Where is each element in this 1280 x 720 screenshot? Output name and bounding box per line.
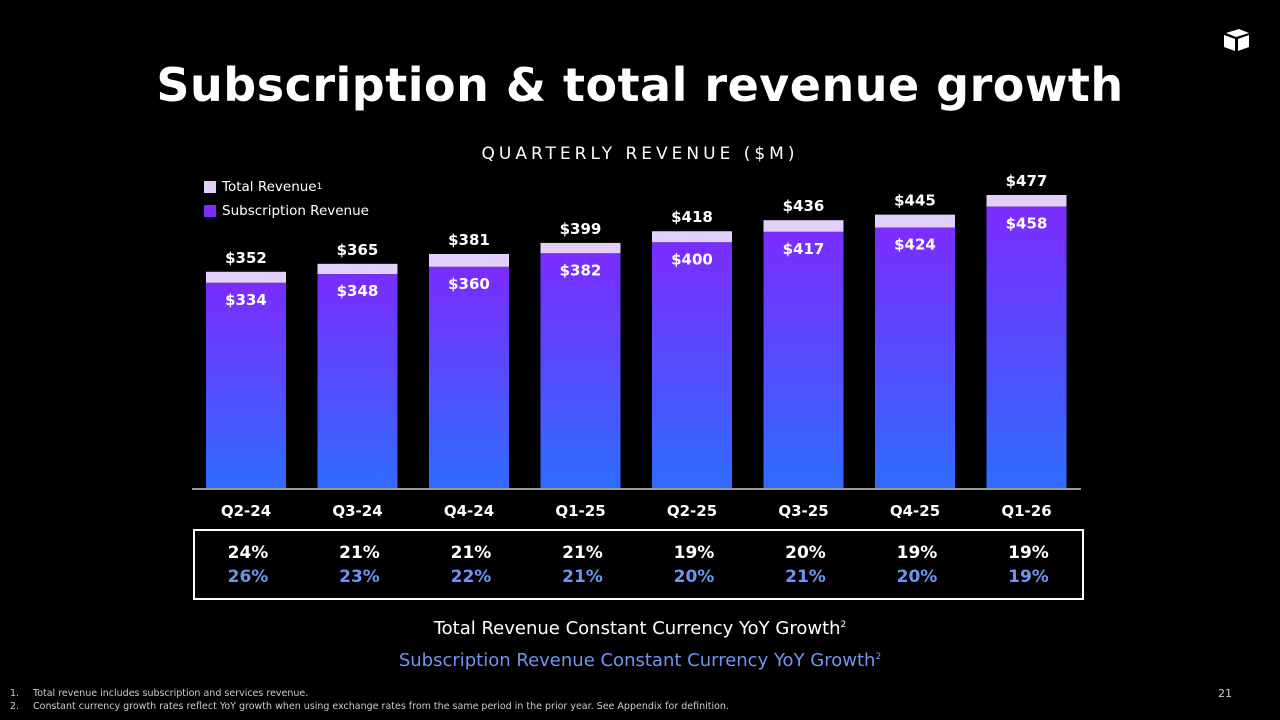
- footnote-2: 2. Constant currency growth rates reflect…: [10, 700, 729, 713]
- x-tick-label: Q2-24: [221, 502, 271, 520]
- total-revenue-bar: [875, 214, 955, 228]
- total-growth-value: 21%: [450, 543, 492, 563]
- legend-item-subscription: Subscription Revenue: [204, 199, 369, 223]
- footnote-2-number: 2.: [10, 701, 20, 712]
- page-title: Subscription & total revenue growth: [156, 58, 1124, 112]
- total-growth-value: 21%: [562, 543, 603, 563]
- subscription-revenue-bar: [206, 282, 286, 488]
- subscription-growth-value: 22%: [450, 567, 492, 587]
- footnote-1-text: Total revenue includes subscription and …: [33, 688, 309, 699]
- subscription-revenue-bar: [875, 227, 955, 489]
- subscription-growth-value: 21%: [785, 567, 826, 587]
- subscription-growth-value: 20%: [896, 567, 938, 587]
- growth-column: 24% 26%: [208, 541, 288, 589]
- subscription-revenue-label: $400: [671, 250, 713, 268]
- total-revenue-bar: [763, 220, 844, 232]
- total-revenue-label: $381: [448, 231, 490, 249]
- total-growth-value: 24%: [227, 543, 269, 563]
- growth-column: 21% 23%: [320, 541, 400, 589]
- total-revenue-bar: [206, 271, 286, 283]
- total-growth-value: 19%: [1008, 543, 1049, 563]
- x-tick-label: Q4-24: [444, 502, 494, 520]
- revenue-bar-chart: $352 $334 Q2-24 $365 $348 Q3-24 $381 $360 Q4-24 $…: [192, 172, 1081, 520]
- subscription-growth-value: 20%: [673, 567, 715, 587]
- total-revenue-label: $477: [1006, 172, 1048, 190]
- subscription-revenue-label: $334: [225, 291, 267, 309]
- subscription-revenue-label: $382: [560, 261, 602, 279]
- page-number: 21: [1218, 687, 1232, 700]
- subscription-revenue-bar: [652, 242, 732, 488]
- footnote-1: 1. Total revenue includes subscription an…: [10, 687, 729, 700]
- caption-subscription-text: Subscription Revenue Constant Currency Y…: [398, 650, 876, 671]
- total-revenue-label: $365: [337, 241, 379, 259]
- legend-swatch-total: [204, 181, 216, 193]
- legend-swatch-subscription: [204, 205, 216, 217]
- subscription-revenue-bar: [986, 206, 1067, 489]
- subscription-growth-value: 26%: [227, 567, 269, 587]
- total-revenue-bar: [317, 263, 398, 275]
- x-tick-label: Q3-25: [778, 502, 828, 520]
- total-revenue-label: $352: [225, 249, 267, 267]
- footnote-1-number: 1.: [10, 688, 20, 699]
- total-revenue-label: $445: [894, 192, 936, 210]
- caption-total-growth: Total Revenue Constant Currency YoY Grow…: [0, 618, 1280, 639]
- total-revenue-bar: [540, 242, 621, 254]
- x-tick-label: Q1-25: [555, 502, 605, 520]
- x-tick-label: Q2-25: [667, 502, 717, 520]
- caption-total-text: Total Revenue Constant Currency YoY Grow…: [433, 618, 841, 639]
- total-revenue-label: $399: [560, 220, 602, 238]
- total-revenue-bar: [986, 195, 1067, 207]
- legend-item-total: Total Revenue 1: [204, 175, 369, 199]
- subscription-revenue-bar: [317, 274, 398, 488]
- subscription-growth-value: 23%: [339, 567, 380, 587]
- subscription-revenue-label: $360: [448, 275, 490, 293]
- subscription-growth-value: 19%: [1008, 567, 1049, 587]
- growth-column: 19% 20%: [654, 541, 734, 589]
- chart-title: QUARTERLY REVENUE ($M): [481, 144, 799, 164]
- subscription-revenue-label: $458: [1006, 215, 1048, 233]
- caption-total-footnote: 2: [840, 620, 847, 630]
- subscription-revenue-label: $417: [783, 240, 825, 258]
- total-growth-value: 20%: [785, 543, 826, 563]
- growth-column: 19% 19%: [989, 541, 1069, 589]
- growth-column: 19% 20%: [877, 541, 957, 589]
- x-tick-label: Q4-25: [890, 502, 940, 520]
- legend-label-subscription: Subscription Revenue: [222, 203, 369, 219]
- subscription-revenue-bar: [540, 253, 621, 488]
- growth-column: 21% 21%: [543, 541, 623, 589]
- footnote-2-text: Constant currency growth rates reflect Y…: [33, 701, 729, 712]
- total-revenue-label: $418: [671, 208, 713, 226]
- total-growth-value: 21%: [339, 543, 380, 563]
- growth-column: 20% 21%: [766, 541, 846, 589]
- caption-subscription-growth: Subscription Revenue Constant Currency Y…: [0, 650, 1280, 671]
- total-revenue-label: $436: [783, 197, 825, 215]
- growth-column: 21% 22%: [431, 541, 511, 589]
- total-growth-value: 19%: [896, 543, 938, 563]
- x-tick-label: Q3-24: [332, 502, 382, 520]
- chart-legend: Total Revenue 1 Subscription Revenue: [204, 175, 369, 223]
- total-revenue-bar: [429, 253, 509, 267]
- total-growth-value: 19%: [673, 543, 715, 563]
- subscription-growth-value: 21%: [562, 567, 603, 587]
- footnotes: 1. Total revenue includes subscription an…: [10, 687, 729, 713]
- subscription-revenue-bar: [429, 266, 509, 488]
- growth-table: 24% 26% 21% 23% 21% 22% 21% 21% 19% 20% 20% 21% 19% 2…: [193, 529, 1084, 600]
- subscription-revenue-label: $424: [894, 236, 936, 254]
- caption-subscription-footnote: 2: [875, 652, 882, 662]
- x-tick-label: Q1-26: [1001, 502, 1051, 520]
- legend-label-total: Total Revenue: [222, 179, 317, 195]
- company-logo-icon: [1224, 29, 1249, 51]
- subscription-revenue-label: $348: [337, 282, 379, 300]
- subscription-revenue-bar: [763, 231, 844, 488]
- total-revenue-bar: [652, 231, 732, 243]
